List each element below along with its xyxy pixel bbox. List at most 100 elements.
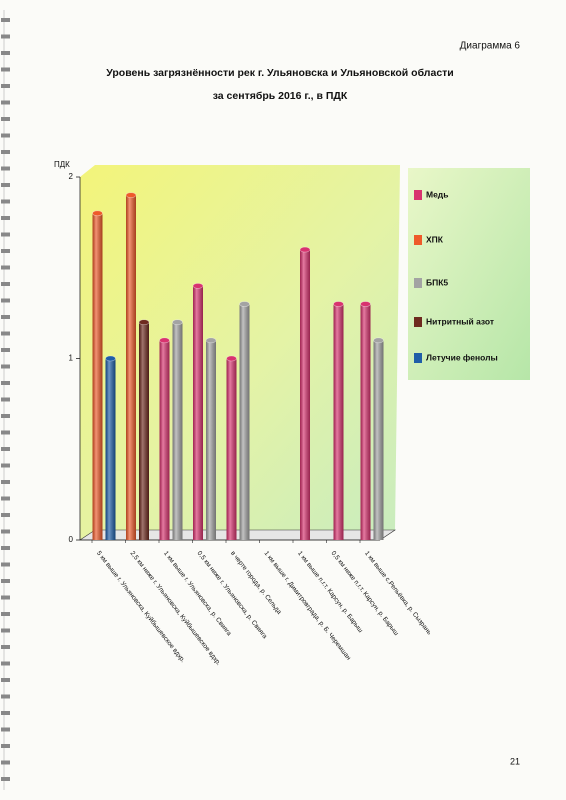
bar-top: [360, 301, 371, 307]
bar-shade: [159, 340, 170, 540]
binding-ring: [1, 694, 10, 699]
binding-ring: [1, 199, 10, 204]
binding-ring: [1, 727, 10, 732]
binding-ring: [1, 265, 10, 270]
binding-ring: [1, 364, 10, 369]
bar-top: [92, 210, 103, 217]
binding-ring: [1, 348, 10, 352]
bar-shade: [193, 285, 203, 540]
bar-top: [192, 283, 204, 289]
bar-shade: [172, 322, 183, 540]
binding-ring: [1, 513, 10, 517]
binding-ring: [1, 579, 10, 583]
binding-ring: [1, 67, 10, 72]
binding-ring: [1, 84, 10, 88]
legend-label: Летучие фенолы: [426, 352, 498, 362]
legend-swatch: [414, 317, 422, 327]
binding-ring: [1, 315, 10, 319]
bar-top: [333, 301, 344, 307]
binding-ring: [1, 546, 10, 550]
legend-swatch: [414, 235, 422, 245]
binding-ring: [1, 661, 10, 666]
binding-ring: [1, 645, 10, 649]
binding-ring: [1, 117, 10, 121]
bar-shade: [92, 213, 103, 541]
binding-ring: [1, 480, 10, 484]
binding-ring: [1, 678, 10, 682]
legend-box: [408, 168, 530, 380]
binding-ring: [1, 298, 10, 303]
binding-ring: [1, 232, 10, 237]
binding-ring: [1, 166, 10, 171]
binding-ring: [1, 496, 10, 501]
x-tick-label: 1 км выше г. Ульяновска, р. Свияга: [162, 550, 233, 638]
bar-top: [138, 319, 150, 326]
y-tick-label: 0: [69, 535, 74, 544]
bar-top: [239, 301, 250, 307]
x-tick-label: 1 км выше п.г.т. Карсун, р. Барыш: [296, 550, 364, 634]
chart-title: Уровень загрязнённости рек г. Ульяновска…: [106, 67, 454, 79]
binding-ring: [1, 381, 10, 385]
binding-ring: [1, 711, 10, 715]
binding-ring: [1, 777, 10, 781]
binding-ring: [1, 133, 10, 138]
binding-ring: [1, 447, 10, 451]
binding-ring: [1, 100, 10, 105]
legend-swatch: [414, 278, 422, 288]
binding-ring: [1, 34, 10, 39]
bar-top: [373, 337, 384, 344]
binding-ring: [1, 331, 10, 336]
binding-ring: [1, 595, 10, 600]
y-axis-label: ПДК: [54, 160, 70, 169]
legend-label: БПК5: [426, 277, 448, 287]
bar-top: [172, 319, 183, 326]
binding-ring: [1, 18, 10, 22]
bar-shade: [139, 322, 149, 540]
binding-ring: [1, 562, 10, 567]
binding-ring: [1, 150, 10, 154]
bar-shade: [360, 304, 371, 540]
y-tick-label: 1: [69, 354, 74, 363]
bar-shade: [126, 195, 136, 540]
bar-top: [159, 337, 170, 344]
bar-top: [226, 355, 237, 362]
binding-ring: [1, 183, 10, 187]
binding-ring: [1, 463, 10, 468]
legend-label: Нитритный азот: [426, 316, 494, 326]
bar-top: [125, 192, 137, 198]
legend-label: ХПК: [426, 234, 444, 244]
bar-shade: [333, 304, 344, 540]
binding-ring: [1, 430, 10, 435]
diagram-number: Диаграмма 6: [460, 41, 521, 52]
legend-swatch: [414, 190, 422, 200]
binding-ring: [1, 282, 10, 286]
bar-shade: [373, 340, 384, 540]
x-tick-label: 1 км выше с.Репьёвка, р. Сызрань: [363, 550, 433, 637]
binding-ring: [1, 628, 10, 633]
legend-swatch: [414, 353, 422, 363]
bar-top: [205, 337, 217, 344]
chart-subtitle: за сентябрь 2016 г., в ПДК: [213, 90, 348, 102]
bar-shade: [105, 358, 116, 540]
binding-ring: [1, 397, 10, 402]
x-tick-label: 0,5 км ниже г. Ульяновска, р. Свияга: [196, 550, 269, 640]
binding-ring: [1, 529, 10, 534]
binding-ring: [1, 612, 10, 616]
bar-shade: [300, 249, 310, 540]
binding-ring: [1, 51, 10, 55]
page-number: 21: [510, 756, 520, 766]
binding-ring: [1, 414, 10, 418]
y-tick-label: 2: [69, 172, 74, 181]
bar-top: [299, 246, 311, 253]
legend-label: Медь: [426, 189, 448, 199]
bar-top: [105, 355, 116, 362]
x-tick-label: 0,5 км ниже п.г.т. Карсун, р. Барыш: [330, 550, 400, 637]
binding-ring: [1, 249, 10, 253]
binding-ring: [1, 744, 10, 748]
bar-shade: [206, 340, 216, 540]
binding-ring: [1, 760, 10, 765]
bar-shade: [239, 304, 250, 540]
binding-ring: [1, 216, 10, 220]
